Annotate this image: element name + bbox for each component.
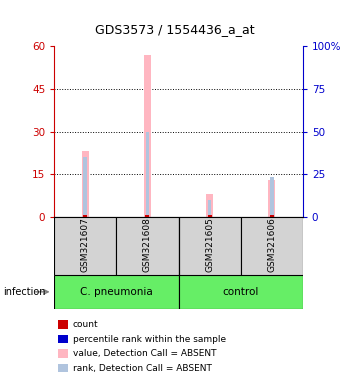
Text: count: count — [73, 320, 98, 329]
Text: percentile rank within the sample: percentile rank within the sample — [73, 334, 226, 344]
Bar — [146, 131, 149, 217]
Bar — [206, 194, 213, 217]
Bar — [54, 217, 116, 275]
Text: infection: infection — [4, 287, 46, 297]
Text: GDS3573 / 1554436_a_at: GDS3573 / 1554436_a_at — [95, 23, 255, 36]
Bar — [241, 217, 303, 275]
Bar — [178, 217, 241, 275]
Text: rank, Detection Call = ABSENT: rank, Detection Call = ABSENT — [73, 364, 212, 373]
Text: control: control — [223, 287, 259, 297]
Bar — [270, 177, 274, 217]
Text: GSM321606: GSM321606 — [267, 217, 276, 272]
Bar — [83, 157, 87, 217]
Bar — [208, 200, 211, 217]
Bar — [178, 275, 303, 309]
Bar — [116, 217, 178, 275]
Text: GSM321605: GSM321605 — [205, 217, 214, 272]
Text: value, Detection Call = ABSENT: value, Detection Call = ABSENT — [73, 349, 216, 358]
Text: GSM321608: GSM321608 — [143, 217, 152, 272]
Text: GSM321607: GSM321607 — [81, 217, 90, 272]
Bar — [144, 55, 151, 217]
Bar — [82, 151, 89, 217]
Bar — [268, 180, 275, 217]
Text: C. pneumonia: C. pneumonia — [80, 287, 153, 297]
Bar — [54, 275, 178, 309]
